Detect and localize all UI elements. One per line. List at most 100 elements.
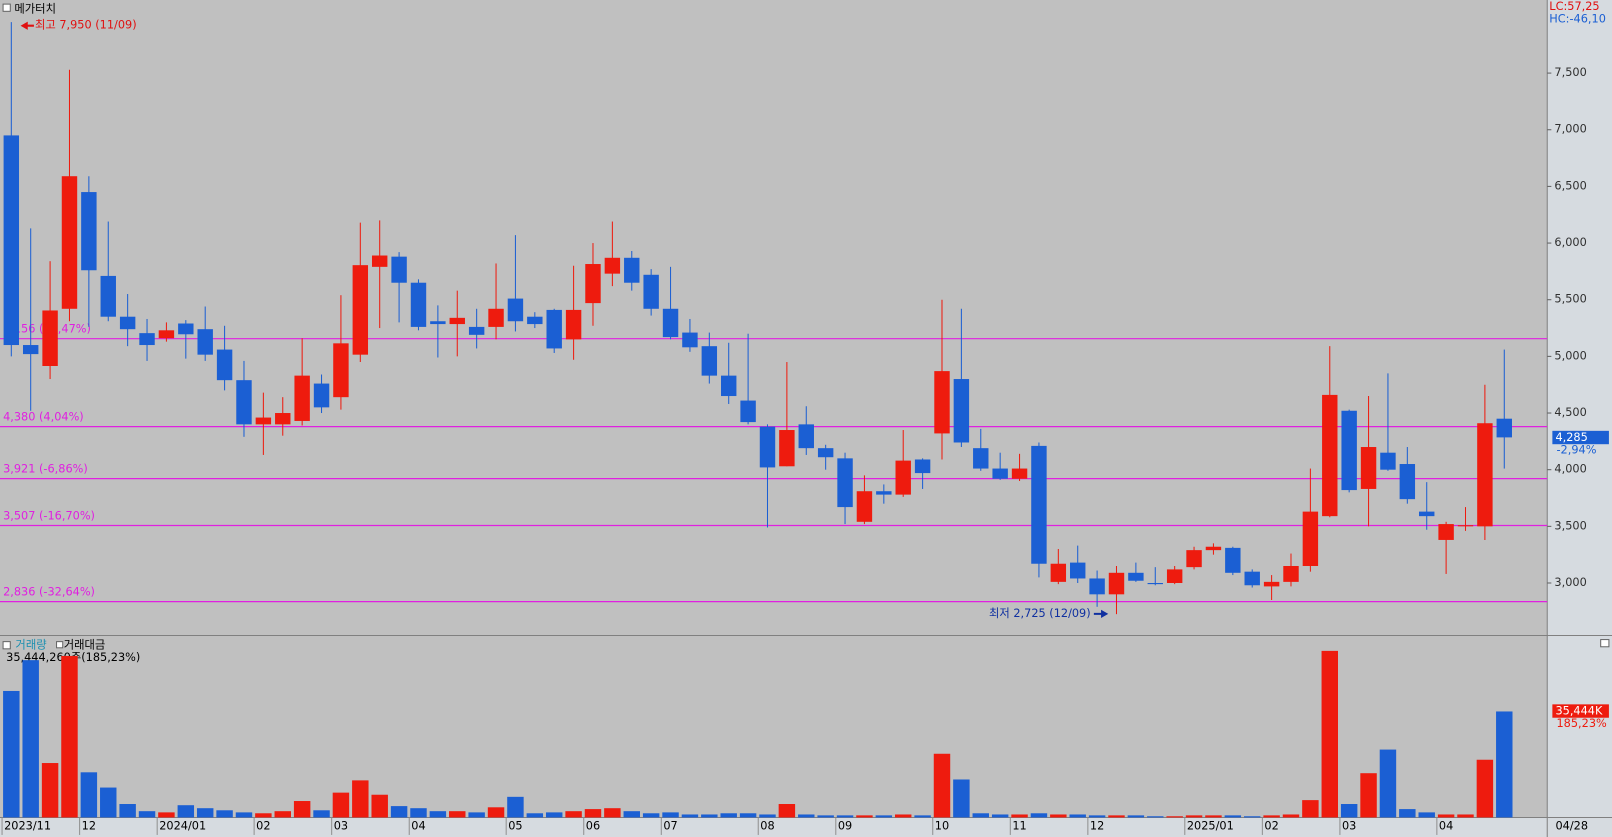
- volume-bar: [1263, 815, 1280, 818]
- candle-body: [527, 316, 543, 325]
- x-tick-label: 02: [1264, 820, 1278, 833]
- y-tick-label: 4,500: [1554, 406, 1586, 419]
- candle-body: [1496, 418, 1512, 438]
- candle-body: [391, 256, 407, 283]
- candle-body: [100, 275, 116, 317]
- candle-body: [1089, 578, 1105, 595]
- candle-body: [1419, 511, 1435, 517]
- high-arrow: [20, 21, 34, 30]
- volume-bar: [623, 811, 640, 818]
- candle-body: [1477, 423, 1493, 527]
- candle-body: [1108, 572, 1125, 595]
- x-tick-label: 09: [838, 820, 852, 833]
- volume-bar: [972, 813, 989, 818]
- x-tick-label: 10: [935, 820, 949, 833]
- candle-body: [333, 343, 349, 398]
- candle-body: [81, 192, 97, 271]
- volume-bar: [701, 814, 718, 818]
- volume-bar: [1496, 711, 1513, 818]
- candle-body: [546, 309, 562, 349]
- panel-toggle[interactable]: [56, 641, 64, 649]
- volume-bar: [1321, 650, 1339, 818]
- volume-bar: [22, 660, 39, 818]
- x-tick-label: 12: [82, 820, 96, 833]
- panel-toggle[interactable]: [2, 3, 11, 12]
- candle-body: [779, 430, 795, 467]
- volume-bar: [1166, 816, 1183, 818]
- candle-body: [178, 323, 194, 335]
- candle-body: [817, 448, 834, 458]
- x-tick-label: 03: [1342, 820, 1356, 833]
- price-box: [1552, 430, 1609, 445]
- volume-bar: [817, 815, 834, 818]
- volume-bar: [61, 655, 78, 818]
- volume-bar: [1476, 759, 1494, 818]
- volume-bar: [100, 787, 117, 818]
- y-tick-label: 7,000: [1554, 123, 1586, 136]
- chart-title: 메가터치: [14, 2, 56, 15]
- volume-bar: [836, 815, 854, 818]
- candle-body: [1225, 547, 1241, 573]
- volume-bar: [1030, 813, 1048, 818]
- level-label: 3,921 (-6,86%): [3, 462, 88, 475]
- y-tick-label: 6,500: [1554, 179, 1586, 192]
- volume-bar: [1011, 814, 1028, 818]
- volume-bar: [953, 779, 970, 818]
- volume-bar: [235, 812, 253, 818]
- volume-bar: [216, 810, 233, 818]
- candle-body: [1360, 447, 1377, 489]
- volume-bar: [1243, 816, 1261, 818]
- volume-bar: [1437, 814, 1455, 818]
- y-tick-label: 7,500: [1554, 66, 1586, 79]
- y-tick-label: 4,000: [1554, 463, 1586, 476]
- volume-bar: [681, 814, 699, 818]
- volume-bar: [778, 804, 796, 818]
- candle-body: [585, 264, 601, 304]
- volume-bar: [1069, 814, 1086, 818]
- volume-label: 거래량: [15, 639, 46, 652]
- volume-bar: [991, 814, 1009, 818]
- x-tick-label: 2024/01: [159, 820, 206, 833]
- candle-body: [1070, 562, 1086, 579]
- y-tick-label: 3,000: [1554, 576, 1586, 589]
- candle-body: [1302, 511, 1319, 567]
- volume-bar: [41, 763, 59, 818]
- price-change: -2,94%: [1556, 443, 1596, 456]
- indicator: LC:57,25: [1549, 0, 1599, 13]
- volume-bar: [429, 811, 447, 818]
- candle-body: [992, 468, 1008, 479]
- candle-body: [856, 491, 873, 522]
- candle-body: [1050, 563, 1067, 582]
- volume-bar: [604, 808, 621, 818]
- close-button[interactable]: [1600, 639, 1610, 648]
- volume-bar: [1340, 804, 1358, 818]
- volume-bar: [642, 813, 660, 818]
- volume-bar: [410, 808, 427, 818]
- x-tick-label: 04: [411, 820, 425, 833]
- panel-toggle[interactable]: [2, 641, 11, 650]
- x-tick-label: 05: [508, 820, 522, 833]
- candle-body: [1186, 550, 1202, 568]
- candle-body: [1128, 572, 1144, 581]
- volume-bar: [1399, 809, 1416, 818]
- x-tick-label: 02: [256, 820, 270, 833]
- candle-body: [371, 255, 388, 267]
- candle-body: [682, 332, 698, 348]
- candle-body: [953, 379, 970, 443]
- candle-body: [1011, 468, 1028, 479]
- candle-body: [449, 317, 465, 325]
- volume-last: 35,444K: [1555, 705, 1603, 718]
- volume-bar: [1050, 814, 1067, 818]
- candle-body: [740, 400, 756, 423]
- indicator: HC:-46,10: [1549, 13, 1606, 26]
- candle-body: [1166, 569, 1183, 583]
- candle-body: [662, 308, 679, 338]
- volume-bar: [545, 812, 563, 818]
- candle-body: [1380, 452, 1396, 470]
- candle-body: [255, 417, 272, 425]
- candle-body: [1031, 445, 1047, 564]
- volume-bar: [332, 792, 350, 818]
- x-tick-label: 07: [663, 820, 677, 833]
- candle-body: [798, 424, 814, 449]
- volume-bar: [875, 815, 893, 818]
